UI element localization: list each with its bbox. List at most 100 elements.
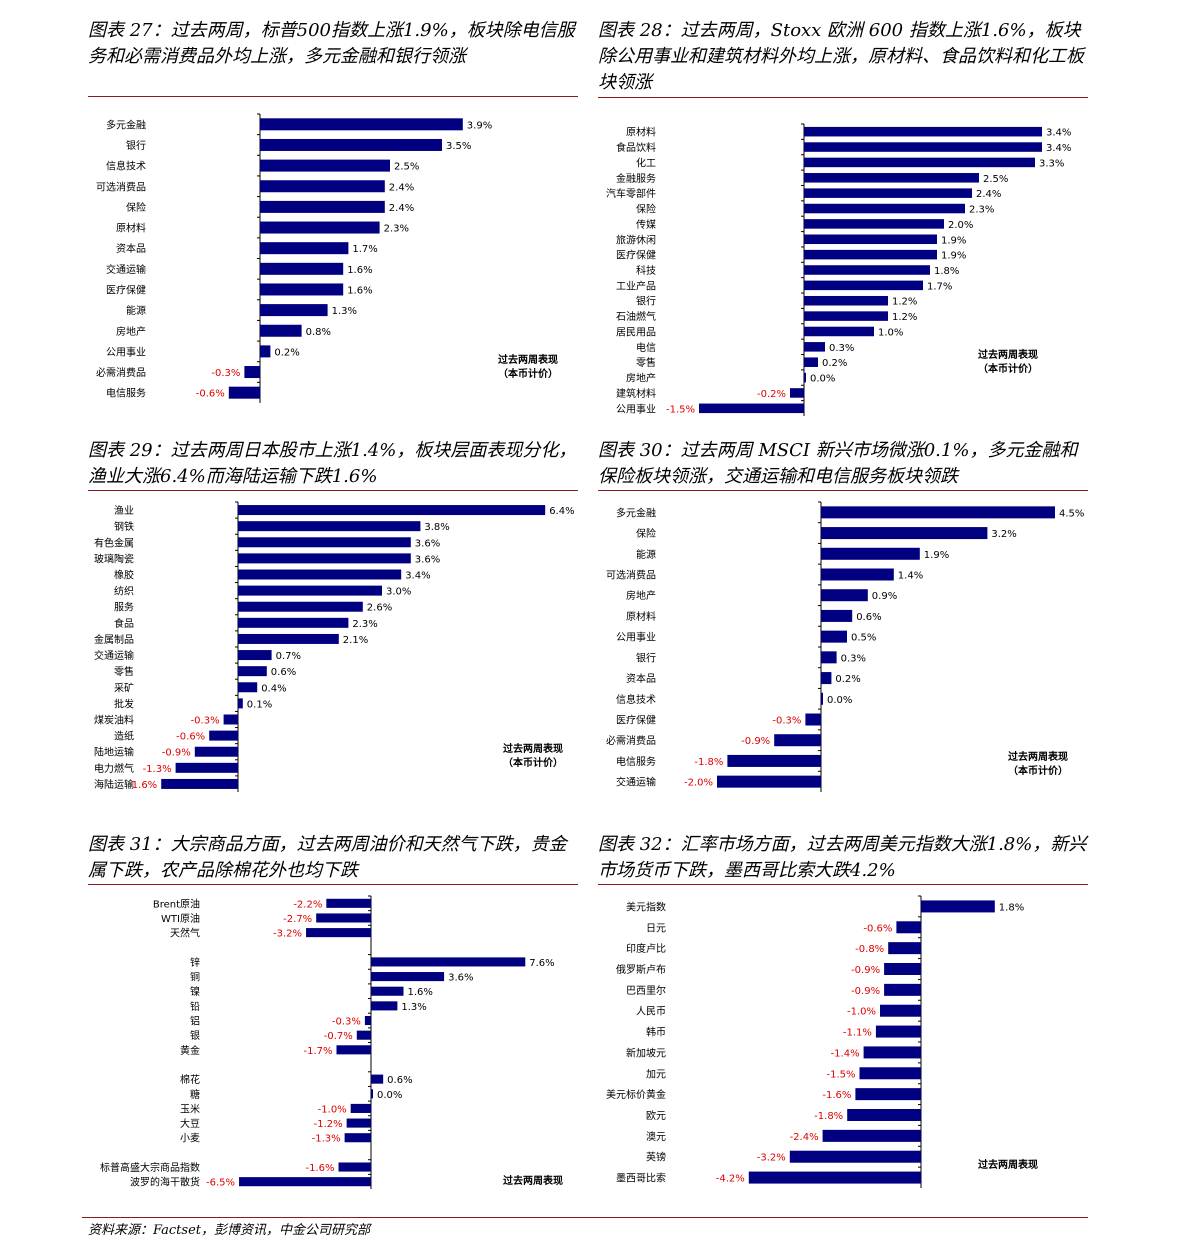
category-label: 可选消费品 — [606, 569, 656, 582]
bar — [804, 265, 930, 275]
data-label: -1.1% — [843, 1028, 872, 1039]
category-label: 银行 — [636, 651, 656, 664]
data-label: -0.9% — [741, 736, 770, 747]
bar — [364, 1015, 371, 1026]
data-label: 0.6% — [271, 667, 296, 678]
category-label: 信息技术 — [616, 693, 656, 706]
bar — [194, 746, 238, 757]
data-label: 1.0% — [878, 327, 903, 338]
data-label: -2.0% — [684, 778, 713, 789]
title-rule — [598, 884, 1088, 885]
data-label: 1.2% — [892, 297, 917, 308]
data-label: 2.6% — [367, 603, 392, 614]
chart-annotation: （本币计价） — [498, 367, 558, 380]
bar — [238, 633, 339, 644]
category-label: 海陆运输 — [94, 778, 134, 791]
chart-annotation: 过去两周表现 — [498, 353, 558, 366]
data-label: -0.7% — [324, 1031, 353, 1042]
data-label: 7.6% — [529, 958, 554, 969]
data-label: 1.2% — [892, 312, 917, 323]
data-label: 0.6% — [856, 612, 881, 623]
chart-title: 图表 29：过去两周日本股市上涨1.4%，板块层面表现分化，渔业大涨6.4%而海… — [88, 440, 577, 487]
bar — [209, 730, 238, 741]
bar — [238, 569, 402, 580]
bar — [821, 692, 823, 705]
data-label: 3.3% — [1039, 158, 1064, 169]
chart-panel-28: 图表 28：过去两周，Stoxx 欧洲 600 指数上涨1.6%，板块除公用事业… — [598, 18, 1088, 416]
category-label: 零售 — [114, 665, 134, 678]
source-note: 资料来源：Factset，彭博资讯，中金公司研究部 — [88, 1223, 370, 1238]
data-label: 2.3% — [352, 619, 377, 630]
bar — [804, 249, 937, 260]
category-label: 银 — [190, 1029, 200, 1042]
data-label: 0.2% — [822, 358, 847, 369]
bar — [260, 304, 328, 317]
chart-annotation: （本币计价） — [503, 756, 563, 769]
category-label: 金融服务 — [616, 172, 656, 185]
data-label: -1.6% — [306, 1163, 335, 1174]
data-label: 2.3% — [384, 224, 409, 235]
bar — [804, 203, 965, 214]
chart-annotation: 过去两周表现 — [503, 1174, 563, 1187]
bar — [789, 1150, 921, 1163]
category-label: 必需消费品 — [606, 734, 656, 747]
category-label: 能源 — [126, 304, 146, 317]
category-label: 多元金融 — [106, 118, 146, 131]
data-label: 0.2% — [274, 347, 299, 358]
category-label: 原材料 — [626, 610, 656, 623]
data-label: 3.6% — [415, 554, 440, 565]
bar — [863, 1046, 921, 1059]
bar — [875, 1025, 921, 1038]
category-label: 印度卢比 — [626, 942, 666, 955]
chart-annotation: 过去两周表现 — [1008, 750, 1068, 763]
category-label: 纺织 — [114, 585, 134, 598]
chart-canvas: 多元金融 4.5% 保险 3.2% 能源 1.9% 可选消费品 1.4% 房地产 0.9% 原材料 0… — [606, 501, 1084, 792]
bar — [821, 506, 1055, 519]
chart-annotation: 过去两周表现 — [978, 348, 1038, 361]
data-label: 0.0% — [827, 695, 852, 706]
bar — [371, 957, 526, 967]
category-label: 交通运输 — [106, 263, 146, 276]
category-label: 加元 — [646, 1068, 666, 1080]
bar — [804, 234, 937, 245]
data-label: 6.4% — [549, 506, 574, 517]
data-label: 4.5% — [1059, 508, 1084, 519]
category-label: 旅游休闲 — [616, 233, 656, 246]
bar — [371, 1089, 373, 1099]
bar — [260, 283, 344, 296]
title-rule — [598, 490, 1088, 491]
bar — [896, 921, 921, 934]
bar — [748, 1171, 921, 1184]
category-label: 韩币 — [646, 1026, 666, 1039]
bar — [238, 698, 243, 709]
category-label: 俄罗斯卢布 — [616, 963, 666, 976]
data-label: 1.6% — [347, 285, 372, 296]
category-label: 公用事业 — [106, 345, 146, 358]
bar — [804, 142, 1042, 152]
bar — [223, 714, 238, 725]
bar — [699, 403, 804, 414]
bar — [821, 672, 832, 685]
category-label: 电信服务 — [616, 755, 656, 768]
category-label: 美元标价黄金 — [606, 1088, 666, 1101]
category-label: 煤炭油料 — [94, 714, 134, 727]
data-label: 0.6% — [387, 1075, 412, 1086]
bar — [804, 357, 818, 367]
data-label: -1.0% — [318, 1104, 347, 1115]
data-label: 3.0% — [386, 587, 411, 598]
data-label: 0.9% — [872, 591, 897, 602]
category-label: 汽车零部件 — [606, 187, 656, 200]
category-label: 标普高盛大宗商品指数 — [100, 1161, 200, 1174]
bar — [804, 342, 825, 352]
bar — [804, 126, 1042, 137]
data-label: 0.5% — [851, 633, 876, 644]
data-label: -6.5% — [206, 1178, 235, 1189]
category-label: 居民用品 — [616, 326, 656, 338]
bar — [888, 942, 921, 955]
bar — [260, 262, 344, 275]
data-label: 3.8% — [424, 522, 449, 533]
category-label: 原材料 — [626, 126, 656, 139]
data-label: 1.8% — [999, 902, 1024, 913]
chart-annotation: （本币计价） — [1008, 764, 1068, 777]
category-label: 交通运输 — [94, 649, 134, 662]
